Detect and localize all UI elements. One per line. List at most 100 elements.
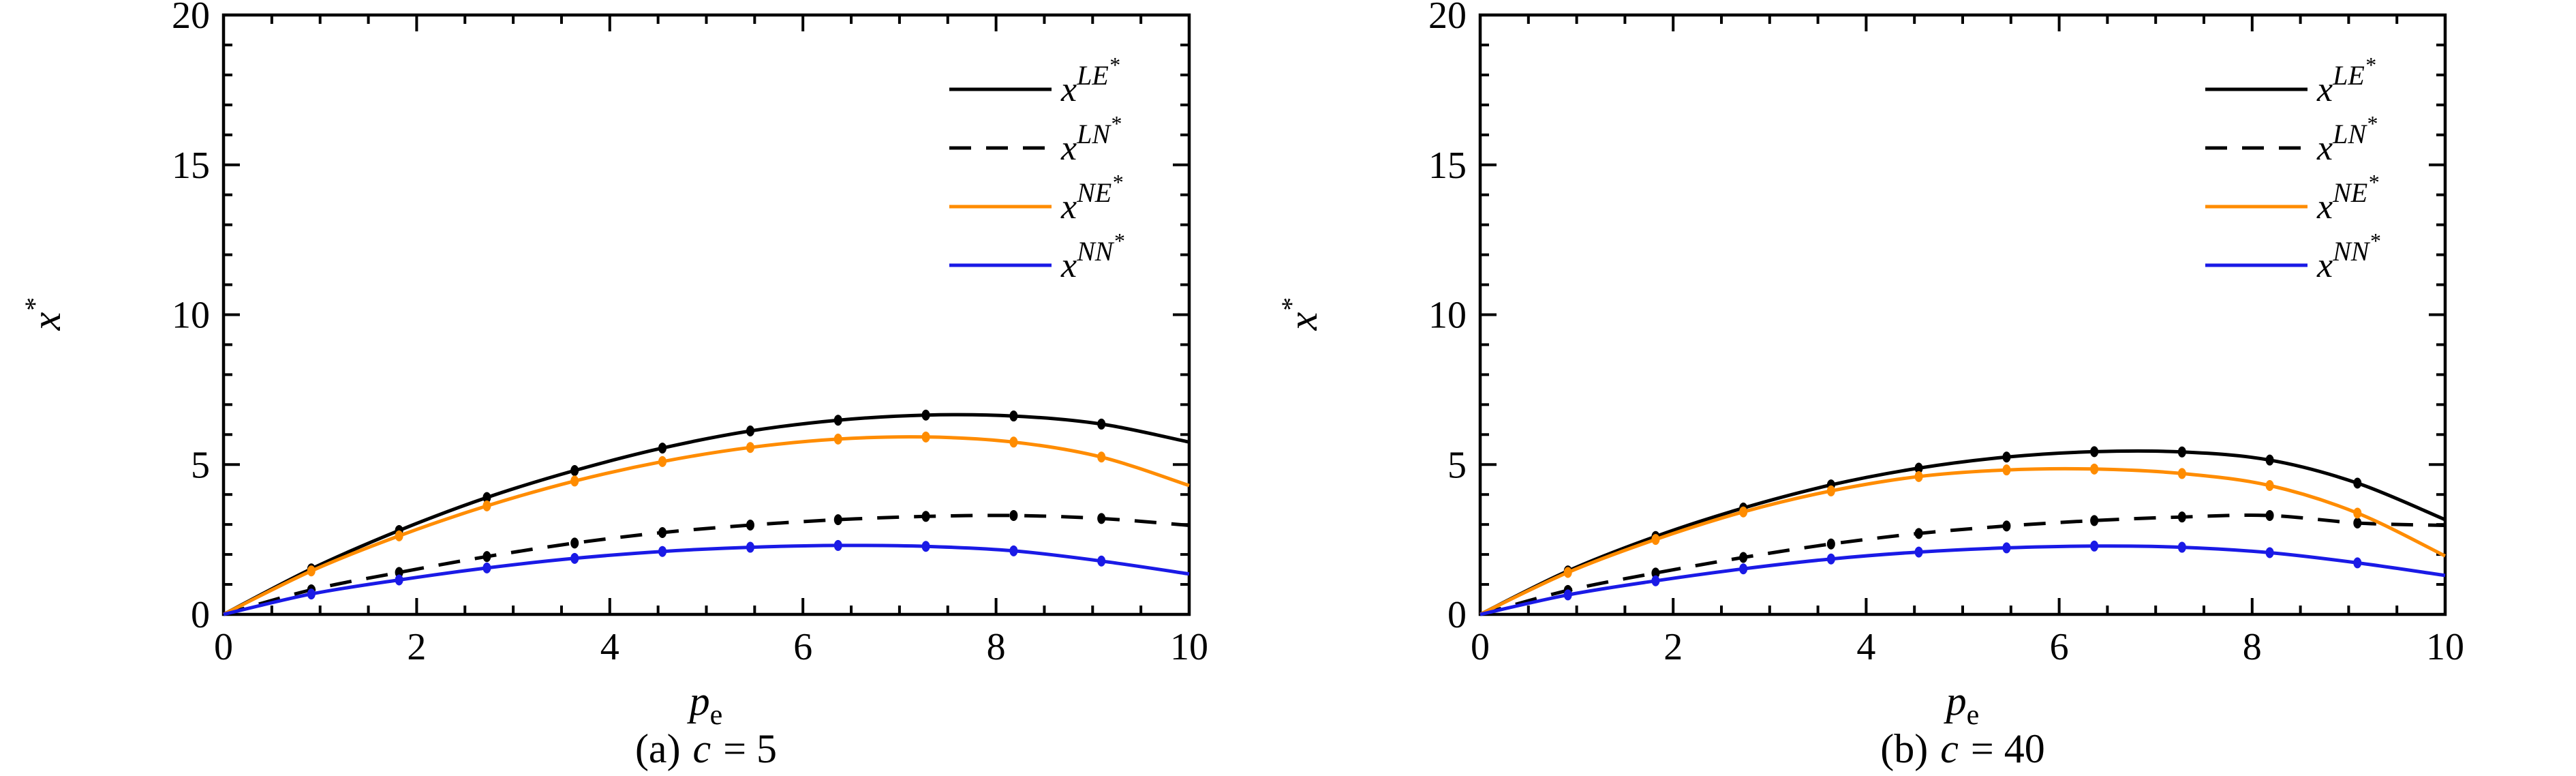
x-tick-label: 0 xyxy=(214,626,233,668)
series-line-LE xyxy=(222,413,1190,616)
legend-label-LE: xLE* xyxy=(1060,53,1120,109)
series-marker-LN xyxy=(833,514,842,526)
series-marker-LE xyxy=(2090,446,2099,458)
series-marker-NE xyxy=(1097,451,1106,463)
x-tick-label: 6 xyxy=(793,626,812,668)
series-line-NN xyxy=(1479,544,2446,616)
series-marker-LN xyxy=(2353,517,2362,528)
series-marker-LN xyxy=(1739,552,1748,563)
y-tick-label: 20 xyxy=(1428,0,1467,37)
series-line-NE xyxy=(1479,466,2447,616)
y-tick-label: 0 xyxy=(1447,594,1467,636)
series-marker-LN xyxy=(1826,538,1835,550)
x-tick-label: 8 xyxy=(2243,626,2262,668)
series-marker-LE xyxy=(1097,418,1106,430)
x-tick-label: 2 xyxy=(407,626,426,668)
series-marker-NE xyxy=(746,442,754,453)
series-marker-NE xyxy=(921,431,930,443)
legend-label-NE: xNE* xyxy=(2316,170,2378,226)
series-marker-NE xyxy=(570,475,579,487)
series-marker-LE xyxy=(1914,462,1923,474)
series-marker-LE xyxy=(833,415,842,426)
series-marker-NE xyxy=(2177,468,2186,479)
series-marker-NN xyxy=(1097,555,1106,567)
y-tick-label: 5 xyxy=(191,444,210,486)
series-marker-NE xyxy=(2353,507,2362,519)
series-marker-NE xyxy=(1009,436,1018,448)
x-tick-label: 10 xyxy=(2426,626,2464,668)
series-marker-LE xyxy=(2265,454,2274,466)
panel-b-y-axis-label: x* xyxy=(1276,299,1325,331)
legend-label-NN: xNN* xyxy=(2316,228,2380,285)
series-marker-NE xyxy=(833,433,842,445)
x-tick-label: 0 xyxy=(1471,626,1490,668)
series-marker-LN xyxy=(395,567,403,578)
series-line-LE xyxy=(1479,449,2446,616)
series-marker-LN xyxy=(2090,515,2099,526)
series-marker-LN xyxy=(1097,513,1106,524)
legend-label-LN: xLN* xyxy=(2316,111,2377,168)
series-marker-LE xyxy=(2353,477,2362,489)
series-marker-NN xyxy=(482,562,491,573)
y-tick-label: 15 xyxy=(172,145,210,187)
series-marker-NE xyxy=(658,456,667,467)
legend-label-NN: xNN* xyxy=(1060,228,1124,285)
series-marker-LE xyxy=(482,492,491,503)
panel-b-x-axis-label: pe xyxy=(1944,678,1980,731)
series-marker-NN xyxy=(2002,542,2011,554)
x-tick-label: 4 xyxy=(600,626,619,668)
panel-a-y-axis-label: x* xyxy=(19,299,69,331)
y-tick-label: 20 xyxy=(172,0,210,37)
series-marker-NN xyxy=(658,546,667,557)
series-marker-NN xyxy=(2177,541,2186,553)
series-marker-LN xyxy=(2177,511,2186,523)
legend-label-NE: xNE* xyxy=(1060,170,1122,226)
panel-a-caption: (a) c = 5 xyxy=(635,726,777,771)
series-marker-LE xyxy=(2002,451,2011,463)
series-marker-NE xyxy=(1826,485,1835,496)
series-line-NN xyxy=(223,543,1190,616)
series-marker-NN xyxy=(2090,540,2099,552)
series-marker-NE xyxy=(2002,464,2011,476)
series-marker-NN xyxy=(1739,563,1748,575)
series-line-NE xyxy=(222,435,1190,616)
series-marker-LN xyxy=(1914,528,1923,539)
series-marker-LN xyxy=(2002,520,2011,532)
series-marker-NE xyxy=(2090,463,2099,475)
legend-label-LN: xLN* xyxy=(1060,111,1121,168)
panel-b-caption: (b) c = 40 xyxy=(1880,726,2044,771)
x-tick-label: 4 xyxy=(1856,626,1875,668)
series-marker-NN xyxy=(1914,546,1923,558)
series-marker-NE xyxy=(307,565,316,577)
series-marker-LE xyxy=(1009,411,1018,422)
series-marker-LN xyxy=(746,520,754,531)
series-marker-NN xyxy=(570,552,579,564)
series-marker-LE xyxy=(2177,446,2186,458)
series-line-LN xyxy=(223,513,1190,616)
series-marker-LN xyxy=(921,511,930,522)
series-marker-LN xyxy=(2265,509,2274,521)
series-marker-NN xyxy=(921,541,930,552)
series-marker-NE xyxy=(2265,480,2274,492)
series-marker-LE xyxy=(570,465,579,477)
y-tick-label: 10 xyxy=(172,295,210,337)
series-marker-NE xyxy=(1563,567,1572,578)
panel-b: 0 2 4 6 8 10 0 5 10 15 20 xLE*xLN*xNE*xNN* xyxy=(1428,0,2464,668)
panel-a: 0 2 4 6 8 10 0 5 10 15 20 xLE*xLN*xNE*xNN* xyxy=(172,0,1208,668)
y-tick-label: 5 xyxy=(1447,444,1467,486)
series-marker-NN xyxy=(833,539,842,551)
x-tick-label: 6 xyxy=(2050,626,2069,668)
series-marker-LE xyxy=(658,443,667,454)
series-marker-NN xyxy=(1651,575,1660,586)
series-line-LN xyxy=(1479,513,2446,616)
series-marker-NE xyxy=(1914,471,1923,482)
series-marker-NN xyxy=(2265,547,2274,558)
series-marker-NN xyxy=(746,541,754,553)
x-tick-label: 2 xyxy=(1663,626,1683,668)
series-marker-NE xyxy=(482,500,491,511)
series-marker-NN xyxy=(1009,545,1018,556)
x-tick-label: 10 xyxy=(1170,626,1208,668)
x-tick-label: 8 xyxy=(987,626,1006,668)
